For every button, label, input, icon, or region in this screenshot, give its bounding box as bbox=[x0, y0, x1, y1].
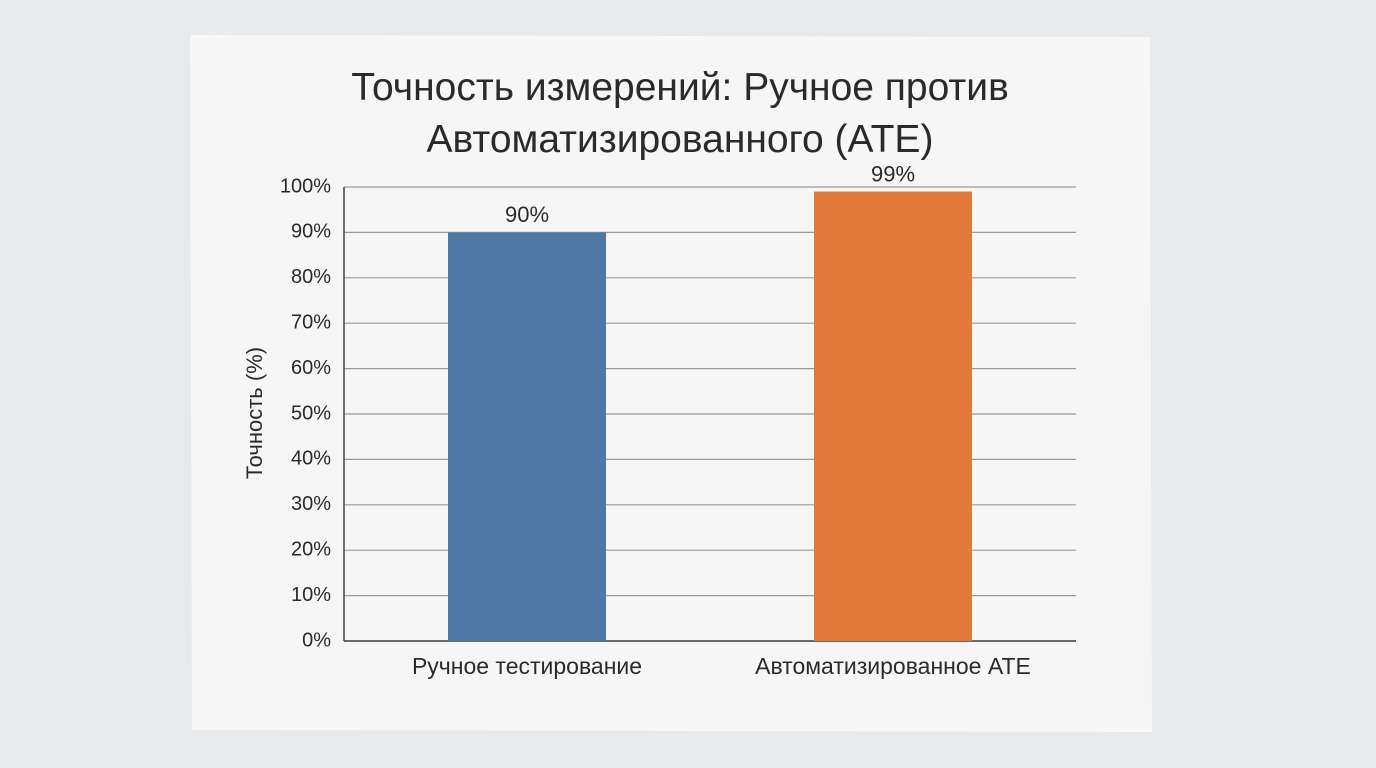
y-tick-label: 90% bbox=[291, 221, 331, 243]
y-tick-label: 30% bbox=[291, 493, 331, 515]
y-tick-label: 10% bbox=[291, 584, 331, 606]
y-tick-label: 70% bbox=[291, 311, 331, 333]
y-tick-label: 40% bbox=[291, 448, 331, 470]
y-axis-label: Точность (%) bbox=[242, 347, 267, 479]
value-label: 90% bbox=[505, 202, 549, 227]
y-tick-label: 80% bbox=[291, 266, 331, 288]
y-tick-label: 100% bbox=[280, 175, 331, 197]
x-tick-label: Автоматизированное ATE bbox=[755, 653, 1031, 679]
value-label: 99% bbox=[871, 161, 915, 186]
bar bbox=[814, 191, 972, 642]
y-tick-label: 60% bbox=[291, 357, 331, 379]
y-tick-label: 0% bbox=[302, 629, 331, 651]
bar bbox=[448, 232, 606, 641]
chart-title: Точность измерений: Ручное против Автома… bbox=[351, 66, 1009, 161]
y-tick-label: 50% bbox=[291, 402, 331, 424]
y-tick-label: 20% bbox=[291, 538, 331, 560]
x-tick-label: Ручное тестирование bbox=[412, 653, 642, 679]
